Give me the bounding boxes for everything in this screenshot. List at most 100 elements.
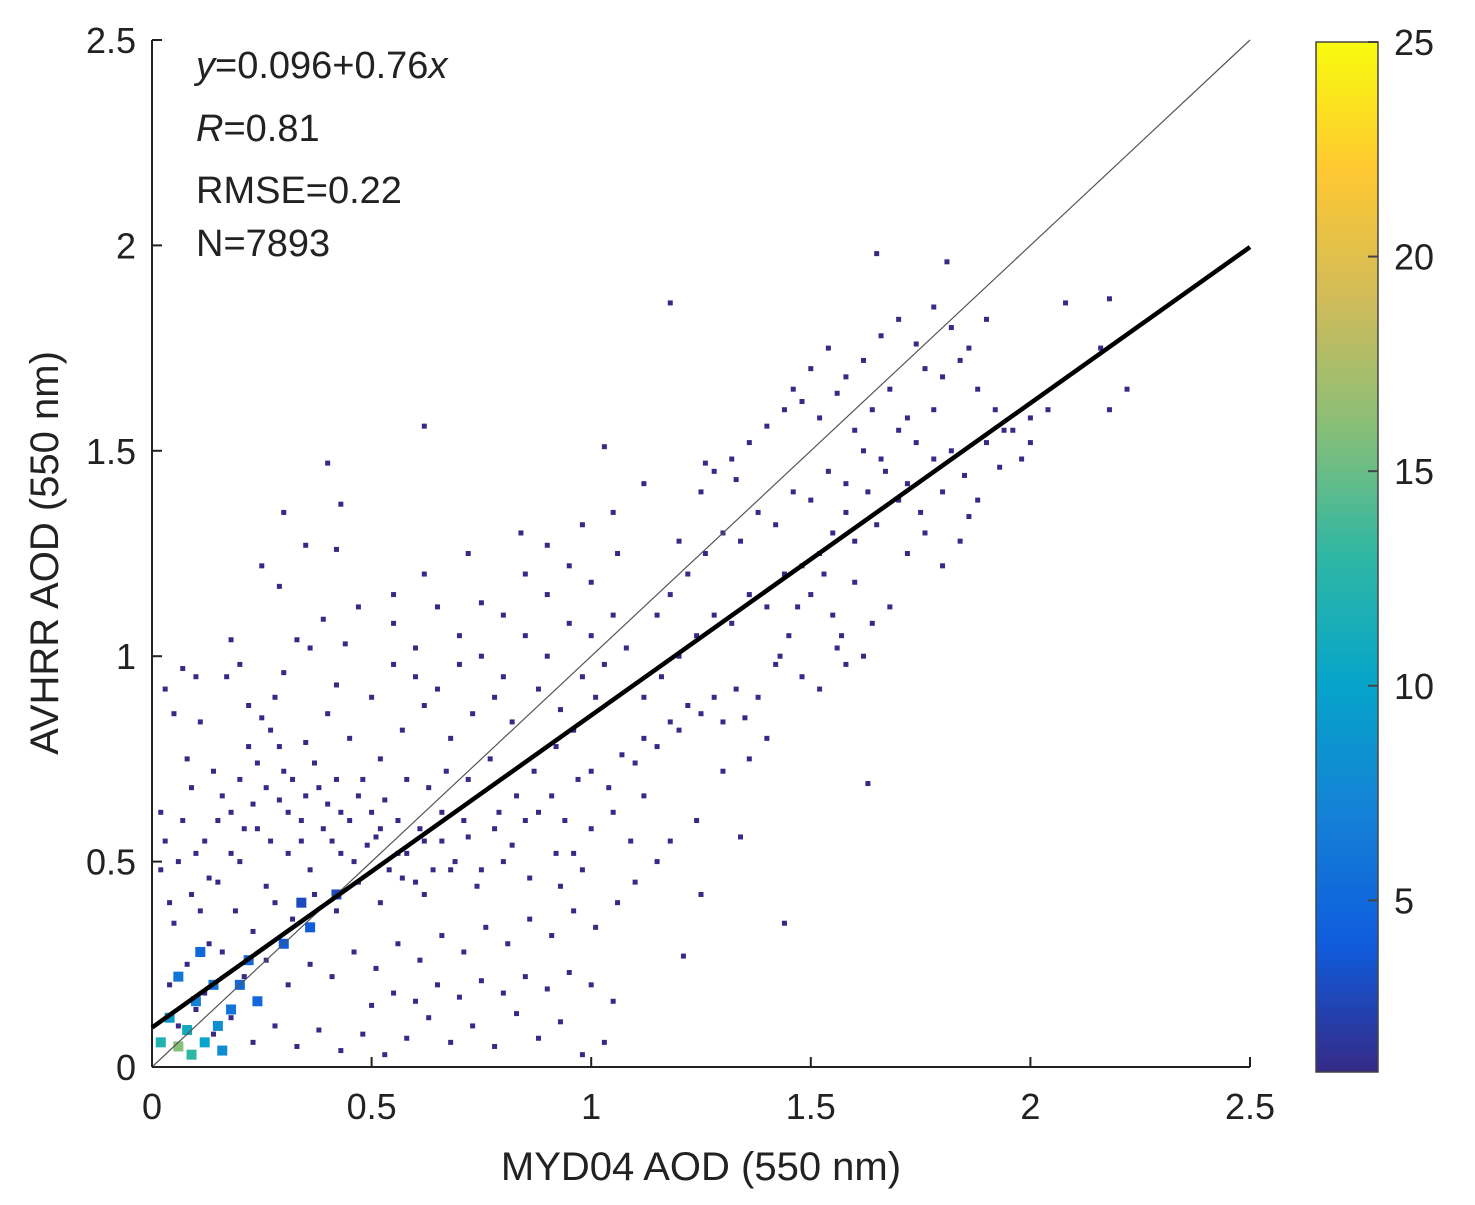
data-point: [404, 850, 410, 856]
data-point: [830, 612, 836, 618]
data-point: [654, 744, 660, 750]
data-point: [799, 674, 805, 680]
data-point: [272, 694, 278, 700]
data-point: [285, 982, 291, 988]
data-point: [325, 460, 331, 466]
data-point: [158, 867, 164, 873]
data-point: [839, 633, 845, 639]
data-point: [465, 776, 471, 782]
data-point: [878, 456, 884, 462]
data-point: [514, 1011, 520, 1017]
y-axis-title: AVHRR AOD (550 nm): [23, 351, 67, 755]
data-point: [461, 818, 467, 824]
y-tick-label: 2.5: [86, 20, 136, 61]
data-point: [711, 694, 717, 700]
data-point: [593, 924, 599, 930]
data-point: [983, 440, 989, 446]
data-point: [246, 744, 252, 750]
data-point: [667, 838, 673, 844]
data-point: [527, 875, 533, 881]
data-point: [931, 456, 937, 462]
data-point: [487, 756, 493, 762]
data-point: [316, 785, 322, 791]
data-point: [250, 801, 256, 807]
data-point: [448, 735, 454, 741]
data-point: [421, 702, 427, 708]
data-point: [303, 739, 309, 745]
colorbar-tick-label: 5: [1394, 880, 1414, 921]
data-point: [272, 900, 278, 906]
data-point: [325, 801, 331, 807]
data-point: [434, 982, 440, 988]
data-point: [382, 1052, 388, 1058]
density-cell: [296, 897, 307, 908]
data-point: [395, 941, 401, 947]
y-tick-label: 0.5: [86, 842, 136, 883]
data-point: [1027, 415, 1033, 421]
data-point: [601, 661, 607, 667]
data-point: [377, 826, 383, 832]
data-point: [162, 838, 168, 844]
data-point: [522, 571, 528, 577]
data-point: [184, 961, 190, 967]
data-point: [588, 982, 594, 988]
data-point: [940, 563, 946, 569]
data-point: [448, 867, 454, 873]
density-cell: [252, 996, 263, 1007]
x-axis-title: MYD04 AOD (550 nm): [501, 1145, 901, 1189]
data-point: [821, 571, 827, 577]
data-point: [531, 768, 537, 774]
data-point: [180, 666, 186, 672]
data-point: [755, 509, 761, 515]
data-point: [843, 481, 849, 487]
data-point: [241, 826, 247, 832]
data-point: [865, 489, 871, 495]
data-point: [694, 633, 700, 639]
data-point: [601, 444, 607, 450]
data-point: [347, 735, 353, 741]
data-point: [606, 785, 612, 791]
data-point: [861, 448, 867, 454]
data-point: [369, 694, 375, 700]
data-point: [975, 497, 981, 503]
data-point: [391, 990, 397, 996]
data-point: [865, 781, 871, 787]
data-point: [544, 653, 550, 659]
data-point: [351, 949, 357, 955]
density-cell: [195, 946, 206, 957]
data-point: [654, 859, 660, 865]
data-point: [250, 928, 256, 934]
data-point: [461, 949, 467, 955]
data-point: [421, 423, 427, 429]
data-point: [333, 776, 339, 782]
data-point: [162, 686, 168, 692]
data-point: [237, 776, 243, 782]
data-point: [333, 682, 339, 688]
data-point: [1010, 427, 1016, 433]
data-point: [342, 641, 348, 647]
data-point: [962, 472, 968, 478]
data-point: [413, 879, 419, 885]
data-point: [263, 785, 269, 791]
data-point: [167, 982, 173, 988]
data-point: [465, 551, 471, 556]
data-point: [276, 797, 282, 803]
data-point: [496, 809, 502, 815]
density-cell: [226, 1004, 237, 1015]
r-var: R: [196, 108, 223, 150]
data-point: [843, 661, 849, 667]
data-point: [615, 551, 621, 556]
data-point: [237, 661, 243, 667]
y-tick-label: 1: [116, 636, 136, 677]
data-point: [369, 1002, 375, 1008]
data-point: [746, 756, 752, 762]
data-point: [834, 645, 840, 651]
data-point: [685, 571, 691, 577]
density-cell: [212, 1020, 223, 1031]
data-point: [966, 514, 972, 520]
data-point: [382, 797, 388, 803]
data-point: [395, 818, 401, 824]
data-point: [948, 448, 954, 454]
data-point: [852, 579, 858, 585]
data-point: [834, 390, 840, 396]
